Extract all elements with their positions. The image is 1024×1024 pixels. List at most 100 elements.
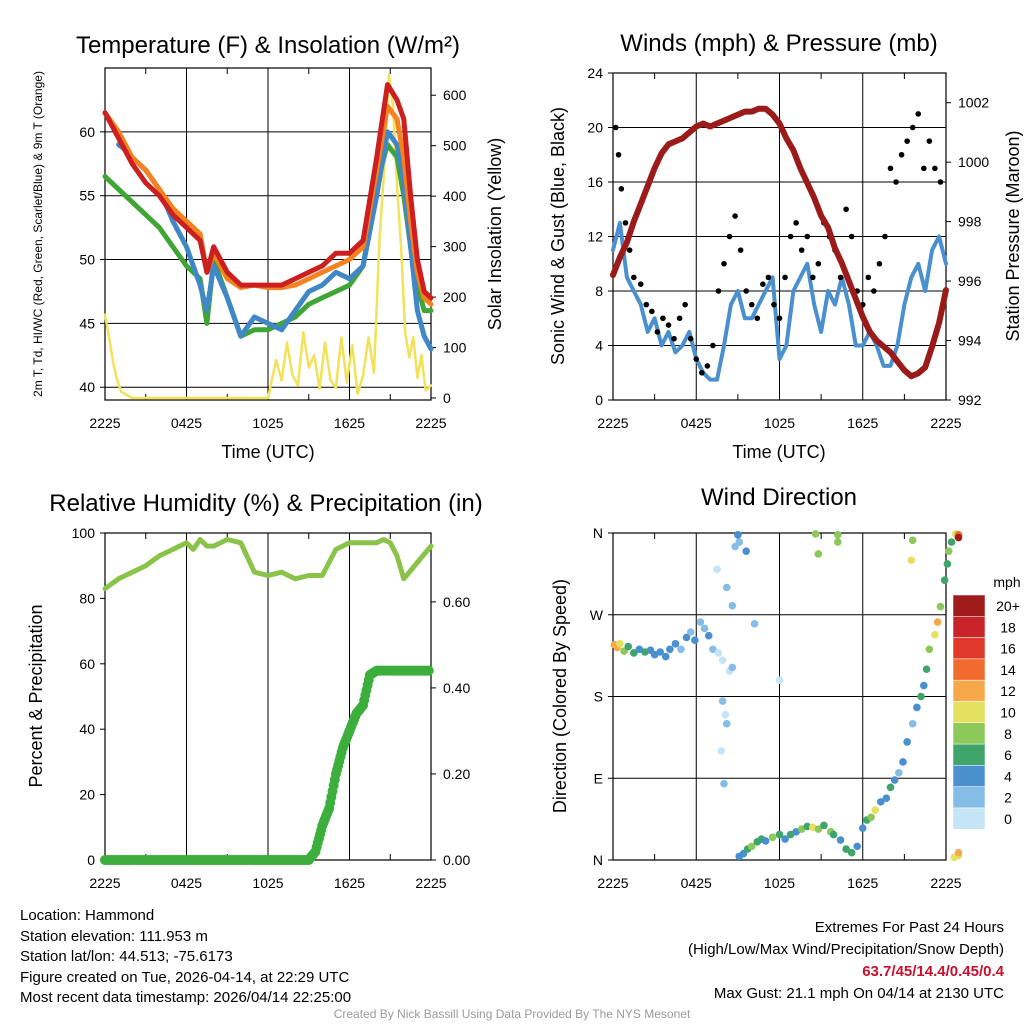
y2-tick-label: 500 <box>443 138 467 154</box>
gust-point <box>771 301 777 308</box>
wind-direction-point <box>709 645 717 654</box>
gust-point <box>909 124 916 131</box>
gust-point <box>887 165 894 172</box>
gust-point <box>649 308 655 315</box>
temperature-panel: 2225 0425 1025 1625 222540455055600100200300… <box>31 32 505 462</box>
elevation-text: Station elevation: 111.953 m <box>20 927 208 945</box>
gust-point <box>876 260 883 267</box>
wind-direction-point <box>718 656 727 664</box>
wind-direction-point <box>842 845 850 853</box>
wind-direction-point <box>735 538 744 546</box>
legend-label: 16 <box>1000 641 1016 657</box>
gust-point <box>699 369 705 376</box>
wind-direction-point <box>696 618 705 626</box>
y-tick-label: W <box>590 607 604 623</box>
winds-pressure-panel: 2225 0425 1025 1625 2225 0 4 8 12 16 20 24 992 994 996… <box>548 30 1023 462</box>
y2-tick-label: 0 <box>443 390 451 406</box>
wind-direction-point <box>867 813 875 822</box>
legend-swatch <box>952 807 986 830</box>
chart-title: Winds (mph) & Pressure (mb) <box>620 30 937 57</box>
y2-tick-label: 0.40 <box>443 680 470 696</box>
wind-direction-point <box>704 631 713 640</box>
wind-direction-point <box>661 652 670 661</box>
wind-direction-point <box>944 547 953 555</box>
x-tick-label: 0425 <box>171 415 202 431</box>
wind-direction-point <box>858 824 867 833</box>
extremes-block: Extremes For Past 24 Hours (High/Low/Max… <box>688 917 1004 1005</box>
wind-direction-point <box>666 645 674 654</box>
recent-data-text: Most recent data timestamp: 2026/04/14 2… <box>20 989 352 1006</box>
wind-direction-point <box>943 560 952 568</box>
wind-direction-point <box>947 538 956 546</box>
humidity-precip-panel: 2225 0425 1025 1625 2225 0 20 40 60 80 100 0.00 0.20… <box>26 490 483 891</box>
legend-swatch <box>952 637 986 660</box>
wind-direction-point <box>954 533 963 542</box>
x-tick-label: 1625 <box>847 875 878 891</box>
gust-point <box>754 315 761 322</box>
extremes-values: 63.7/45/14.4/0.45/0.4 <box>862 963 1004 980</box>
wind-direction-point <box>940 576 949 585</box>
gust-point <box>715 288 722 294</box>
gust-point <box>615 151 622 158</box>
legend-label: 4 <box>1004 768 1012 784</box>
gust-point <box>760 281 766 287</box>
wind-direction-point <box>907 556 916 565</box>
wind-direction-point <box>722 719 731 728</box>
gust-point <box>726 233 733 240</box>
gust-point <box>682 301 688 308</box>
wind-direction-point <box>761 837 770 845</box>
wind-direction-point <box>686 628 695 636</box>
wind-direction-point <box>886 783 895 792</box>
legend-label: 12 <box>1000 683 1016 699</box>
gust-point <box>732 213 738 219</box>
y2-tick-label: 994 <box>958 333 982 349</box>
wind-direction-point <box>829 830 838 839</box>
y-tick-label: S <box>594 689 603 705</box>
chart-title: Relative Humidity (%) & Precipitation (i… <box>49 490 482 517</box>
wind-direction-point <box>933 618 942 626</box>
gust-point <box>787 233 794 240</box>
y2-tick-label: 996 <box>958 273 982 289</box>
wind-direction-point <box>876 798 885 806</box>
location-text: Location: Hammond <box>20 907 155 924</box>
wind-direction-point <box>656 648 664 656</box>
legend-title: mph <box>993 574 1020 590</box>
wind-direction-point <box>922 665 931 674</box>
gust-point <box>815 260 822 267</box>
wind-direction-panel: 2225 0425 1025 1625 2225 N E S W N Wind Direction D… <box>550 484 1021 891</box>
legend-label: 8 <box>1004 726 1012 742</box>
y-tick-label: 0 <box>87 852 95 868</box>
legend-label: 6 <box>1004 747 1012 763</box>
y2-tick-label: 200 <box>443 289 467 305</box>
chart-title: Wind Direction <box>701 484 857 511</box>
y-tick-label: 60 <box>79 656 95 672</box>
wind-direction-point <box>713 565 721 574</box>
gust-point <box>631 274 637 281</box>
gust-point <box>687 335 694 342</box>
x-tick-label: 2225 <box>415 875 446 891</box>
extremes-title: Extremes For Past 24 Hours <box>814 919 1004 936</box>
y2-tick-label: 0.60 <box>443 594 470 610</box>
wind-direction-point <box>903 738 911 746</box>
gust-point <box>665 322 672 328</box>
y-tick-label: 0 <box>595 392 603 408</box>
gust-point <box>765 274 772 281</box>
credit-text: Created By Nick Bassill Using Data Provi… <box>333 1007 691 1021</box>
x-tick-label: 2225 <box>415 415 446 431</box>
wind-direction-point <box>720 779 728 788</box>
gust-point <box>921 165 927 172</box>
y-axis-label: Percent & Precipitation <box>26 604 46 787</box>
gust-point <box>737 247 744 253</box>
extremes-description: (High/Low/Max Wind/Precipitation/Snow De… <box>688 941 1004 958</box>
x-tick-label: 2225 <box>89 875 120 891</box>
wind-direction-point <box>781 835 789 843</box>
gust-point <box>804 233 811 240</box>
wind-direction-point <box>917 692 925 701</box>
x-tick-label: 2225 <box>930 415 961 431</box>
x-axis-label: Time (UTC) <box>732 442 825 462</box>
precipitation-point <box>423 665 434 676</box>
y2-tick-label: 100 <box>443 340 467 356</box>
y-tick-label: 12 <box>587 229 603 245</box>
gust-point <box>643 301 650 308</box>
